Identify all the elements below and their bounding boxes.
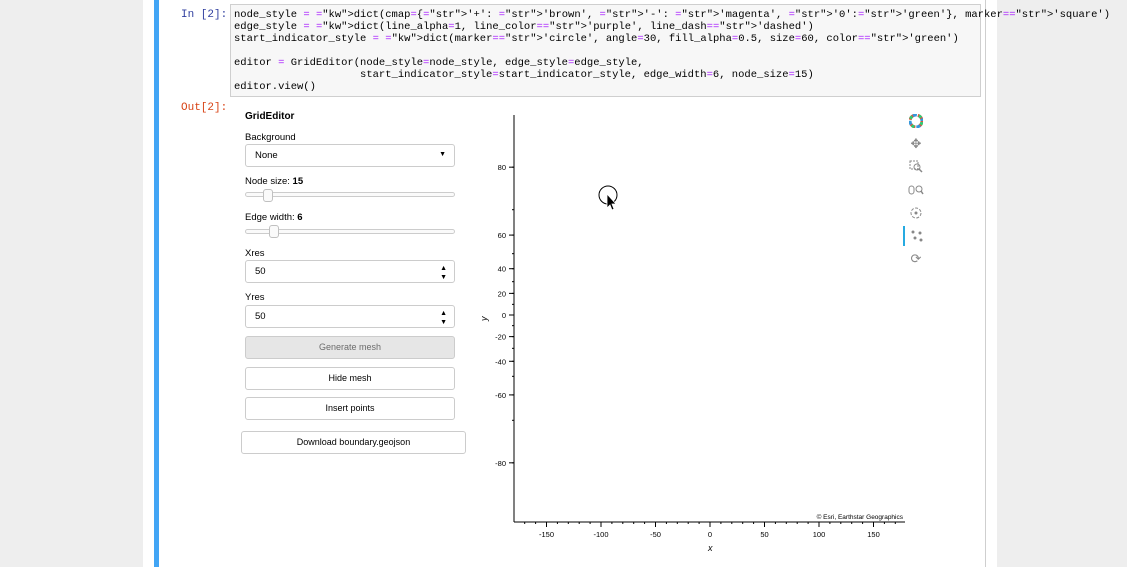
x-tick-label: 100 <box>813 530 826 539</box>
widget-title: GridEditor <box>245 111 295 122</box>
cell-border <box>159 0 986 567</box>
y-axis-label: y <box>479 316 489 322</box>
code-line: node_style = ="kw">dict(cmap={="str">'+'… <box>234 9 1111 21</box>
chevron-down-icon: ▼ <box>439 151 446 158</box>
code-line: editor.view() <box>234 81 316 93</box>
y-tick-label: -60 <box>495 391 506 400</box>
rotate-icon[interactable] <box>903 203 929 223</box>
yres-value: 50 <box>255 311 266 322</box>
x-tick-label: 150 <box>867 530 880 539</box>
node-size-slider[interactable] <box>245 192 455 197</box>
code-line: editor = GridEditor(node_style=node_styl… <box>234 57 644 69</box>
xres-input[interactable]: 50 ▲ ▼ <box>245 260 455 283</box>
y-tick-label: 20 <box>498 289 506 298</box>
code-line <box>234 45 977 57</box>
x-tick-label: 50 <box>760 530 768 539</box>
download-boundary-button[interactable]: Download boundary.geojson <box>241 431 466 454</box>
map-attribution: © Esri, Earthstar Geographics <box>817 513 904 521</box>
hide-mesh-button[interactable]: Hide mesh <box>245 367 455 390</box>
output-prompt: Out[2]: <box>181 102 228 114</box>
node-size-label-text: Node size: <box>245 176 290 187</box>
x-tick-label: 0 <box>708 530 712 539</box>
code-line: start_indicator_style=start_indicator_st… <box>234 69 814 81</box>
spinner-arrows-icon[interactable]: ▲ ▼ <box>440 310 447 326</box>
y-tick-label: 80 <box>498 163 506 172</box>
cell-selection-bar <box>154 0 159 567</box>
edge-width-slider[interactable] <box>245 229 455 234</box>
y-tick-label: 0 <box>502 311 506 320</box>
background-select-value: None <box>255 150 278 161</box>
y-tick-label: -40 <box>495 357 506 366</box>
node-size-label: Node size: 15 <box>245 176 303 187</box>
node-size-slider-handle[interactable] <box>263 189 273 202</box>
background-label: Background <box>245 132 296 143</box>
x-tick-label: -50 <box>650 530 661 539</box>
reset-icon[interactable]: ⟳ <box>910 251 922 266</box>
xres-value: 50 <box>255 266 266 277</box>
generate-mesh-button[interactable]: Generate mesh <box>245 336 455 359</box>
pan-icon[interactable]: ✥ <box>910 136 922 151</box>
yres-label: Yres <box>245 292 265 303</box>
map-plot[interactable]: 80 60 40 20 0 -20 -40 -60 -80 -150 -100 -50 0 50 100 1… <box>475 105 915 560</box>
wheel-zoom-icon[interactable] <box>903 180 929 200</box>
xres-label: Xres <box>245 248 265 259</box>
edge-width-label: Edge width: 6 <box>245 212 303 223</box>
mouse-cursor-icon <box>606 192 617 211</box>
box-zoom-icon[interactable] <box>903 157 929 177</box>
x-tick-label: -100 <box>593 530 608 539</box>
y-tick-label: 40 <box>498 265 506 274</box>
edge-width-label-text: Edge width: <box>245 212 295 223</box>
bokeh-logo-icon[interactable] <box>903 111 929 131</box>
insert-points-button[interactable]: Insert points <box>245 397 455 420</box>
y-tick-label: -20 <box>495 333 506 342</box>
code-line: edge_style = ="kw">dict(line_alpha=1, li… <box>234 21 814 33</box>
point-draw-icon[interactable] <box>903 226 929 246</box>
y-tick-label: -80 <box>495 459 506 468</box>
x-tick-label: -150 <box>539 530 554 539</box>
edge-width-value: 6 <box>297 212 303 223</box>
spinner-arrows-icon[interactable]: ▲ ▼ <box>440 265 447 281</box>
y-tick-label: 60 <box>498 231 506 240</box>
background-select[interactable]: None ▼ <box>245 144 455 167</box>
code-line: start_indicator_style = ="kw">dict(marke… <box>234 33 959 45</box>
x-axis-label: x <box>707 543 713 553</box>
code-input-area[interactable]: node_style = ="kw">dict(cmap={="str">'+'… <box>230 4 1111 97</box>
yres-input[interactable]: 50 ▲ ▼ <box>245 305 455 328</box>
edge-width-slider-handle[interactable] <box>269 225 279 238</box>
input-prompt: In [2]: <box>181 9 228 21</box>
node-size-value: 15 <box>292 176 304 187</box>
